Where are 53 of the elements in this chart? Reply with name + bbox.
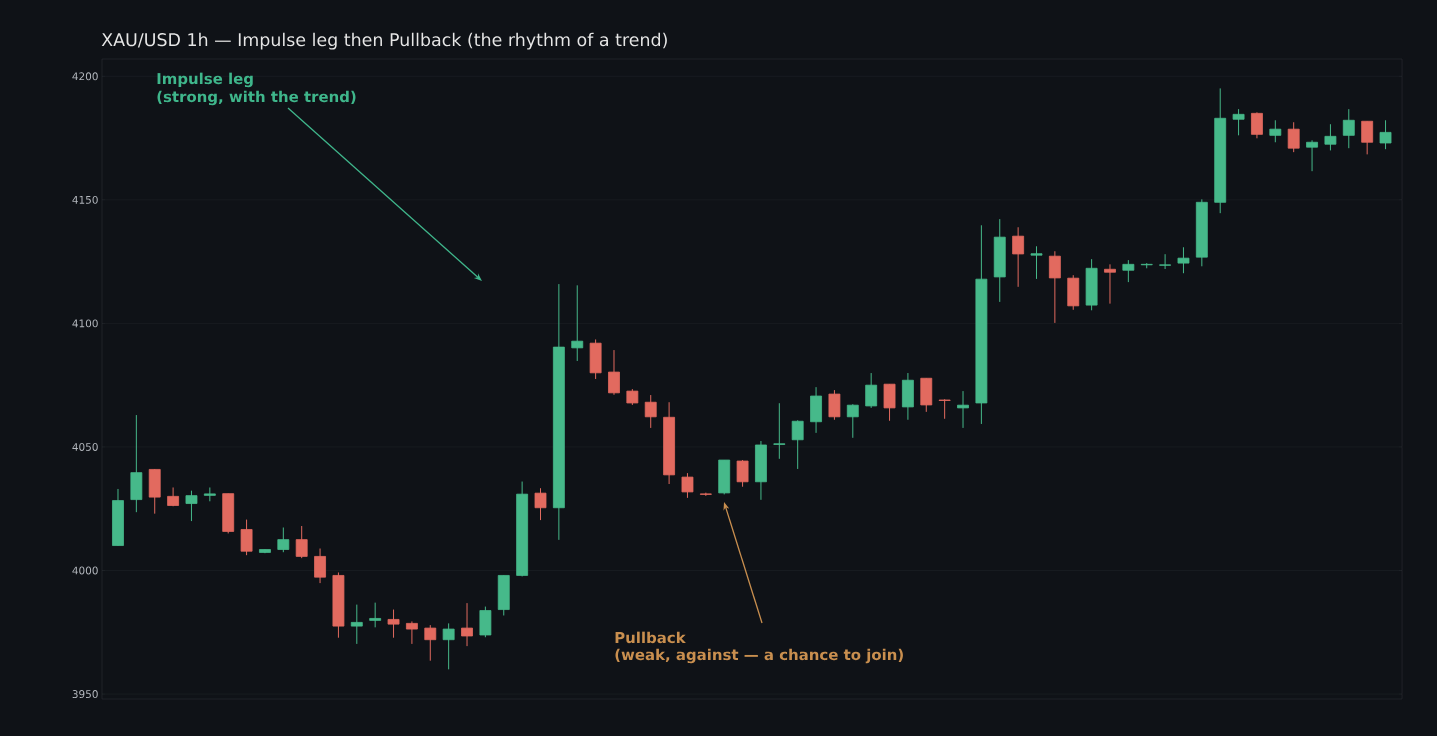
candlestick bbox=[295, 525, 308, 559]
candlestick bbox=[442, 622, 455, 670]
y-tick-label: 4200 bbox=[72, 72, 98, 81]
candlestick bbox=[828, 389, 841, 421]
candlestick bbox=[883, 383, 896, 422]
candlestick bbox=[1122, 259, 1135, 283]
y-tick-label: 3950 bbox=[72, 690, 98, 699]
candlestick bbox=[865, 372, 878, 409]
candlestick bbox=[406, 620, 418, 645]
candlestick bbox=[1030, 245, 1043, 280]
candlestick bbox=[773, 402, 786, 460]
candlestick bbox=[846, 403, 859, 439]
candlestick bbox=[240, 519, 253, 556]
candlestick bbox=[681, 472, 694, 499]
candlestick bbox=[938, 398, 951, 420]
candlestick bbox=[387, 609, 400, 639]
candlestick bbox=[369, 602, 382, 628]
y-tick-label: 4150 bbox=[72, 195, 98, 204]
annotation: Impulse leg bbox=[157, 72, 253, 88]
candlestick bbox=[1269, 119, 1282, 143]
annotation: Pullback bbox=[615, 631, 686, 644]
y-tick-label: 4000 bbox=[72, 566, 98, 575]
candlestick bbox=[1232, 108, 1245, 136]
candlestick bbox=[1177, 246, 1190, 274]
candlestick bbox=[185, 490, 198, 522]
candlestick bbox=[1012, 226, 1025, 288]
candlestick bbox=[1159, 253, 1172, 270]
candlestick bbox=[1104, 263, 1116, 305]
candlestick bbox=[571, 284, 584, 362]
candlestick bbox=[350, 604, 363, 645]
candlestick bbox=[424, 624, 437, 662]
y-tick-label: 4100 bbox=[72, 319, 98, 328]
candlestick bbox=[1251, 111, 1263, 139]
candlestick bbox=[1324, 123, 1337, 151]
candlestick bbox=[644, 394, 657, 429]
candlestick bbox=[736, 459, 749, 488]
candlestick bbox=[1287, 121, 1300, 153]
annotation: (strong, with the trend) bbox=[157, 90, 356, 106]
candlestick bbox=[957, 390, 969, 429]
y-tick-label: 4050 bbox=[72, 442, 98, 451]
candlestick bbox=[534, 487, 547, 521]
candlestick bbox=[1306, 139, 1318, 172]
candlestick bbox=[277, 527, 290, 553]
candlestick bbox=[608, 349, 620, 396]
annotation: (weak, against — a chance to join) bbox=[615, 648, 903, 664]
candlestick bbox=[1048, 250, 1061, 324]
candlestick bbox=[791, 419, 804, 470]
candlestick bbox=[461, 602, 473, 647]
candlestick bbox=[314, 548, 326, 584]
candlestick bbox=[1379, 119, 1392, 150]
candlestick bbox=[1361, 120, 1374, 155]
chart-title: XAU/USD 1h — Impulse leg then Pullback (the rhythm of a trend) bbox=[101, 32, 667, 50]
candlestick bbox=[1342, 108, 1355, 149]
